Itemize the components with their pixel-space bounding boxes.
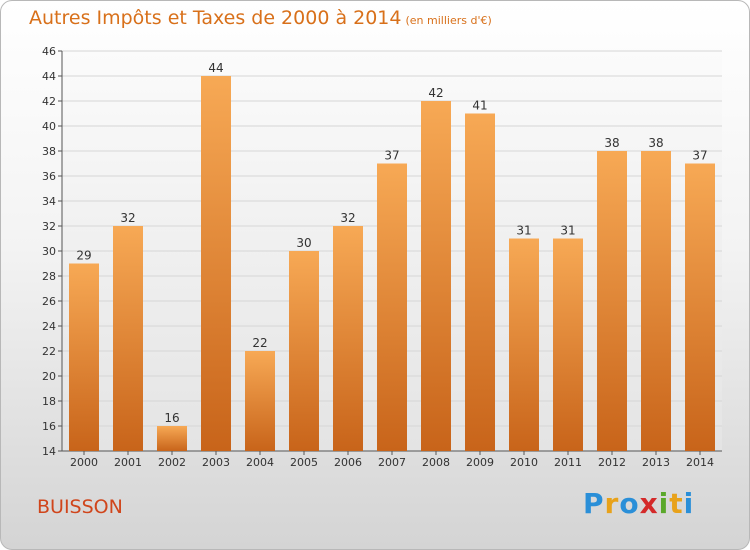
data-label-2006: 32 [340, 211, 355, 225]
bar-2004 [245, 351, 275, 451]
y-tick-label: 16 [42, 420, 56, 433]
x-tick-label-2004: 2004 [246, 456, 274, 469]
chart-unit: (en milliers d'€) [405, 14, 492, 27]
y-tick-label: 40 [42, 120, 56, 133]
bar-2005 [289, 251, 319, 451]
x-tick-label-2006: 2006 [334, 456, 362, 469]
y-tick-label: 32 [42, 220, 56, 233]
y-tick-label: 20 [42, 370, 56, 383]
data-label-2010: 31 [516, 224, 531, 238]
town-name: BUISSON [37, 496, 123, 518]
x-tick-label-2013: 2013 [642, 456, 670, 469]
x-tick-label-2011: 2011 [554, 456, 582, 469]
y-tick-label: 26 [42, 295, 56, 308]
y-tick-label: 46 [42, 45, 56, 58]
bar-layer: 29 32 16 44 22 30 32 37 42 41 31 31 38 38 37 [69, 61, 715, 451]
proxiti-logo: Proxiti [583, 487, 695, 520]
bar-2013 [641, 151, 671, 451]
x-tick-label-2002: 2002 [158, 456, 186, 469]
bar-2012 [597, 151, 627, 451]
axis-layer: 14 16 18 20 22 24 26 28 30 32 34 36 38 40 42 44 46 2000 20… [42, 45, 722, 469]
data-label-2012: 38 [604, 136, 619, 150]
data-label-2001: 32 [120, 211, 135, 225]
x-tick-label-2010: 2010 [510, 456, 538, 469]
bar-2002 [157, 426, 187, 451]
chart-title: Autres Impôts et Taxes de 2000 à 2014 (en… [29, 7, 492, 29]
data-label-2013: 38 [648, 136, 663, 150]
x-tick-label-2000: 2000 [70, 456, 98, 469]
y-tick-label: 24 [42, 320, 56, 333]
data-label-2014: 37 [692, 149, 707, 163]
bar-2006 [333, 226, 363, 451]
bar-2007 [377, 163, 407, 451]
data-label-2000: 29 [76, 249, 91, 263]
data-label-2005: 30 [296, 236, 311, 250]
data-label-2004: 22 [252, 336, 267, 350]
y-tick-label: 44 [42, 70, 56, 83]
data-label-2009: 41 [472, 99, 487, 113]
bar-2001 [113, 226, 143, 451]
data-label-2011: 31 [560, 224, 575, 238]
data-label-2007: 37 [384, 149, 399, 163]
y-tick-label: 36 [42, 170, 56, 183]
x-tick-label-2008: 2008 [422, 456, 450, 469]
data-label-2008: 42 [428, 86, 443, 100]
y-tick-label: 30 [42, 245, 56, 258]
bar-2010 [509, 238, 539, 451]
x-tick-label-2007: 2007 [378, 456, 406, 469]
y-tick-label: 14 [42, 445, 56, 458]
x-tick-label-2001: 2001 [114, 456, 142, 469]
x-tick-label-2003: 2003 [202, 456, 230, 469]
x-tick-label-2009: 2009 [466, 456, 494, 469]
bar-2008 [421, 101, 451, 451]
data-label-2002: 16 [164, 411, 179, 425]
data-label-2003: 44 [208, 61, 223, 75]
x-tick-label-2005: 2005 [290, 456, 318, 469]
y-tick-label: 28 [42, 270, 56, 283]
bar-2011 [553, 238, 583, 451]
y-tick-label: 38 [42, 145, 56, 158]
bar-2003 [201, 76, 231, 451]
y-tick-label: 22 [42, 345, 56, 358]
y-tick-label: 34 [42, 195, 56, 208]
y-tick-label: 42 [42, 95, 56, 108]
x-tick-label-2012: 2012 [598, 456, 626, 469]
bar-2009 [465, 113, 495, 451]
x-tick-label-2014: 2014 [686, 456, 714, 469]
bar-2014 [685, 163, 715, 451]
chart-title-text: Autres Impôts et Taxes de 2000 à 2014 [29, 7, 402, 29]
y-tick-label: 18 [42, 395, 56, 408]
bar-2000 [69, 263, 99, 451]
